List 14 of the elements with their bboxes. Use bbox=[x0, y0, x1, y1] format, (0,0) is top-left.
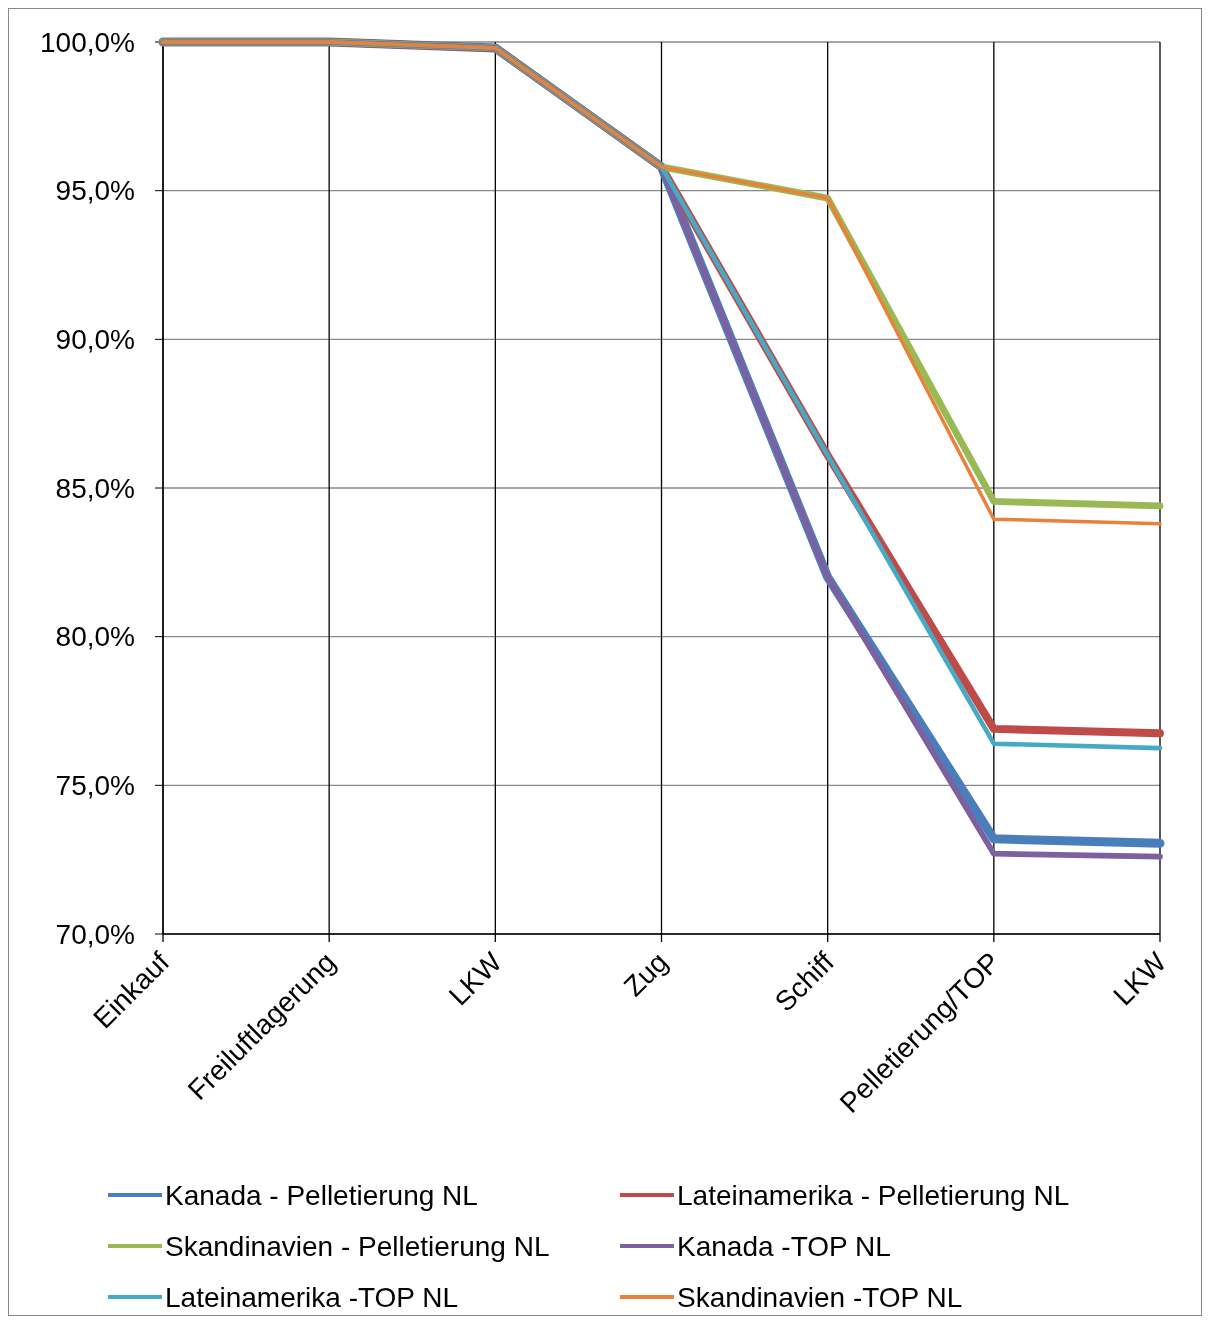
y-tick-label: 85,0% bbox=[55, 472, 135, 504]
legend-label: Lateinamerika -TOP NL bbox=[165, 1281, 459, 1313]
legend-label: Skandinavien -TOP NL bbox=[677, 1281, 963, 1313]
legend-label: Kanada -TOP NL bbox=[677, 1230, 891, 1262]
y-tick-label: 70,0% bbox=[55, 918, 135, 950]
legend-label: Lateinamerika - Pelletierung NL bbox=[677, 1179, 1070, 1211]
legend-label: Skandinavien - Pelletierung NL bbox=[165, 1230, 550, 1262]
legend-label: Kanada - Pelletierung NL bbox=[165, 1179, 478, 1211]
y-tick-label: 80,0% bbox=[55, 621, 135, 653]
x-tick-label: Zug bbox=[617, 946, 674, 1003]
y-tick-label: 75,0% bbox=[55, 770, 135, 802]
y-tick-label: 95,0% bbox=[55, 175, 135, 207]
y-tick-label: 90,0% bbox=[55, 324, 135, 356]
y-tick-label: 100,0% bbox=[40, 26, 135, 58]
